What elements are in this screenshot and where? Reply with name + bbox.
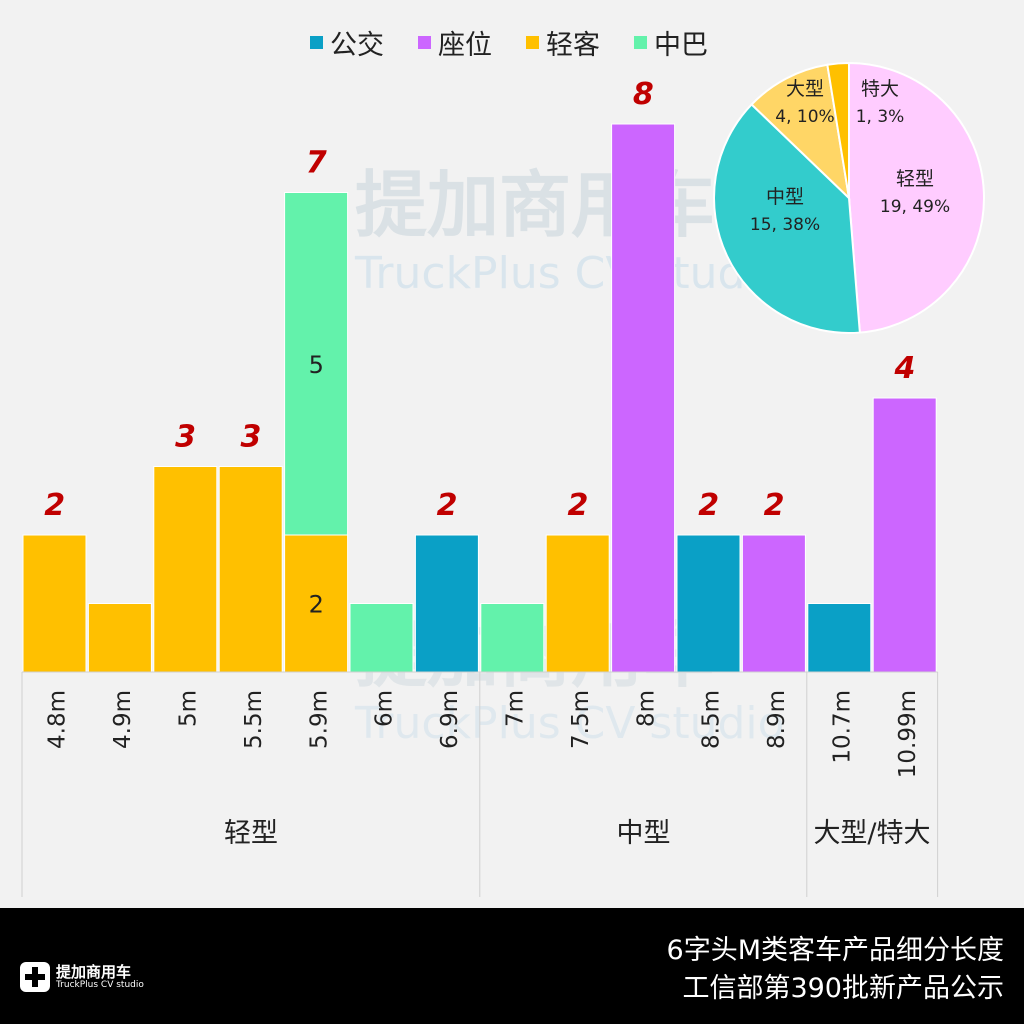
legend-label: 公交 — [330, 30, 384, 61]
bar-轻客-4.8m — [22, 534, 87, 673]
total-label: 2 — [567, 488, 588, 523]
legend-label: 中巴 — [654, 30, 708, 61]
total-label: 2 — [44, 488, 65, 523]
watermark-en: TruckPlus CV studio — [354, 248, 785, 299]
pie-label: 大型 — [786, 78, 824, 100]
logo: 提加商用车 TruckPlus CV studio — [20, 962, 144, 992]
group-label-medium: 中型 — [616, 818, 671, 849]
pie-slice-大型 — [750, 63, 851, 201]
legend-swatch-轻客 — [526, 36, 539, 49]
x-tick-label: 7.5m — [568, 690, 594, 749]
x-tick-label: 10.99m — [895, 690, 921, 778]
pie-slice-特大 — [826, 61, 850, 199]
total-label: 7 — [306, 146, 327, 181]
pie-value: 1, 3% — [856, 107, 905, 127]
segment-label: 5 — [309, 351, 324, 379]
bar-中巴-5.9m — [284, 192, 349, 536]
x-tick-label: 6m — [372, 690, 398, 727]
pie-slice-轻型 — [848, 61, 985, 334]
bar-轻客-5m — [153, 466, 218, 673]
x-tick-label: 8.9m — [764, 690, 790, 749]
watermark-en: TruckPlus CV studio — [354, 698, 785, 749]
logo-en: TruckPlus CV studio — [56, 979, 144, 990]
total-label: 8 — [633, 77, 654, 112]
legend-swatch-座位 — [418, 36, 431, 49]
logo-cn: 提加商用车 — [56, 962, 132, 981]
pie-label: 特大 — [861, 78, 899, 100]
legend-swatch-中巴 — [634, 36, 647, 49]
x-tick-label: 5m — [176, 690, 202, 727]
bar-中巴-7m — [480, 603, 545, 673]
footer-title-line2: 工信部第390批新产品公示 — [682, 973, 1004, 1004]
bar-中巴-6m — [349, 603, 414, 673]
x-tick-label: 7m — [503, 690, 529, 727]
total-label: 2 — [698, 488, 719, 523]
pie-value: 4, 10% — [775, 107, 834, 127]
bar-轻客-5.5m — [218, 466, 283, 673]
bar-轻客-4.9m — [87, 603, 152, 673]
pie-slice-中型 — [713, 103, 861, 334]
bar-轻客-7.5m — [545, 534, 610, 673]
x-tick-label: 4.8m — [45, 690, 71, 749]
total-label: 3 — [240, 420, 261, 455]
pie-value: 19, 49% — [880, 197, 950, 217]
segment-label: 2 — [309, 591, 324, 619]
x-tick-label: 8m — [633, 690, 659, 727]
total-label: 2 — [764, 488, 785, 523]
bar-座位-8.9m — [741, 534, 806, 673]
footer: 提加商用车 TruckPlus CV studio 6字头M类客车产品细分长度 … — [0, 908, 1024, 1024]
total-label: 4 — [893, 351, 915, 386]
total-label: 3 — [175, 420, 196, 455]
pie-label: 轻型 — [896, 168, 934, 190]
group-label-light: 轻型 — [224, 818, 278, 849]
x-tick-label: 5.9m — [306, 690, 332, 749]
pie-label: 中型 — [766, 186, 804, 208]
legend-label: 座位 — [438, 30, 492, 61]
footer-title-line1: 6字头M类客车产品细分长度 — [666, 935, 1004, 966]
bar-公交-8.5m — [676, 534, 741, 673]
group-label-large: 大型/特大 — [813, 818, 931, 849]
bar-座位-10.99m — [872, 397, 937, 673]
bar-公交-10.7m — [807, 603, 872, 673]
logo-icon — [20, 962, 50, 992]
legend-label: 轻客 — [546, 30, 600, 61]
x-tick-label: 4.9m — [110, 690, 136, 749]
x-tick-label: 6.9m — [437, 690, 463, 749]
bar-轻客-5.9m — [284, 534, 349, 673]
bar-公交-6.9m — [414, 534, 479, 673]
total-label: 2 — [437, 488, 458, 523]
x-tick-label: 5.5m — [241, 690, 267, 749]
x-tick-label: 8.5m — [699, 690, 725, 749]
bar-座位-8m — [611, 123, 676, 673]
x-tick-label: 10.7m — [830, 690, 856, 764]
pie-value: 15, 38% — [750, 215, 820, 235]
legend-swatch-公交 — [310, 36, 323, 49]
